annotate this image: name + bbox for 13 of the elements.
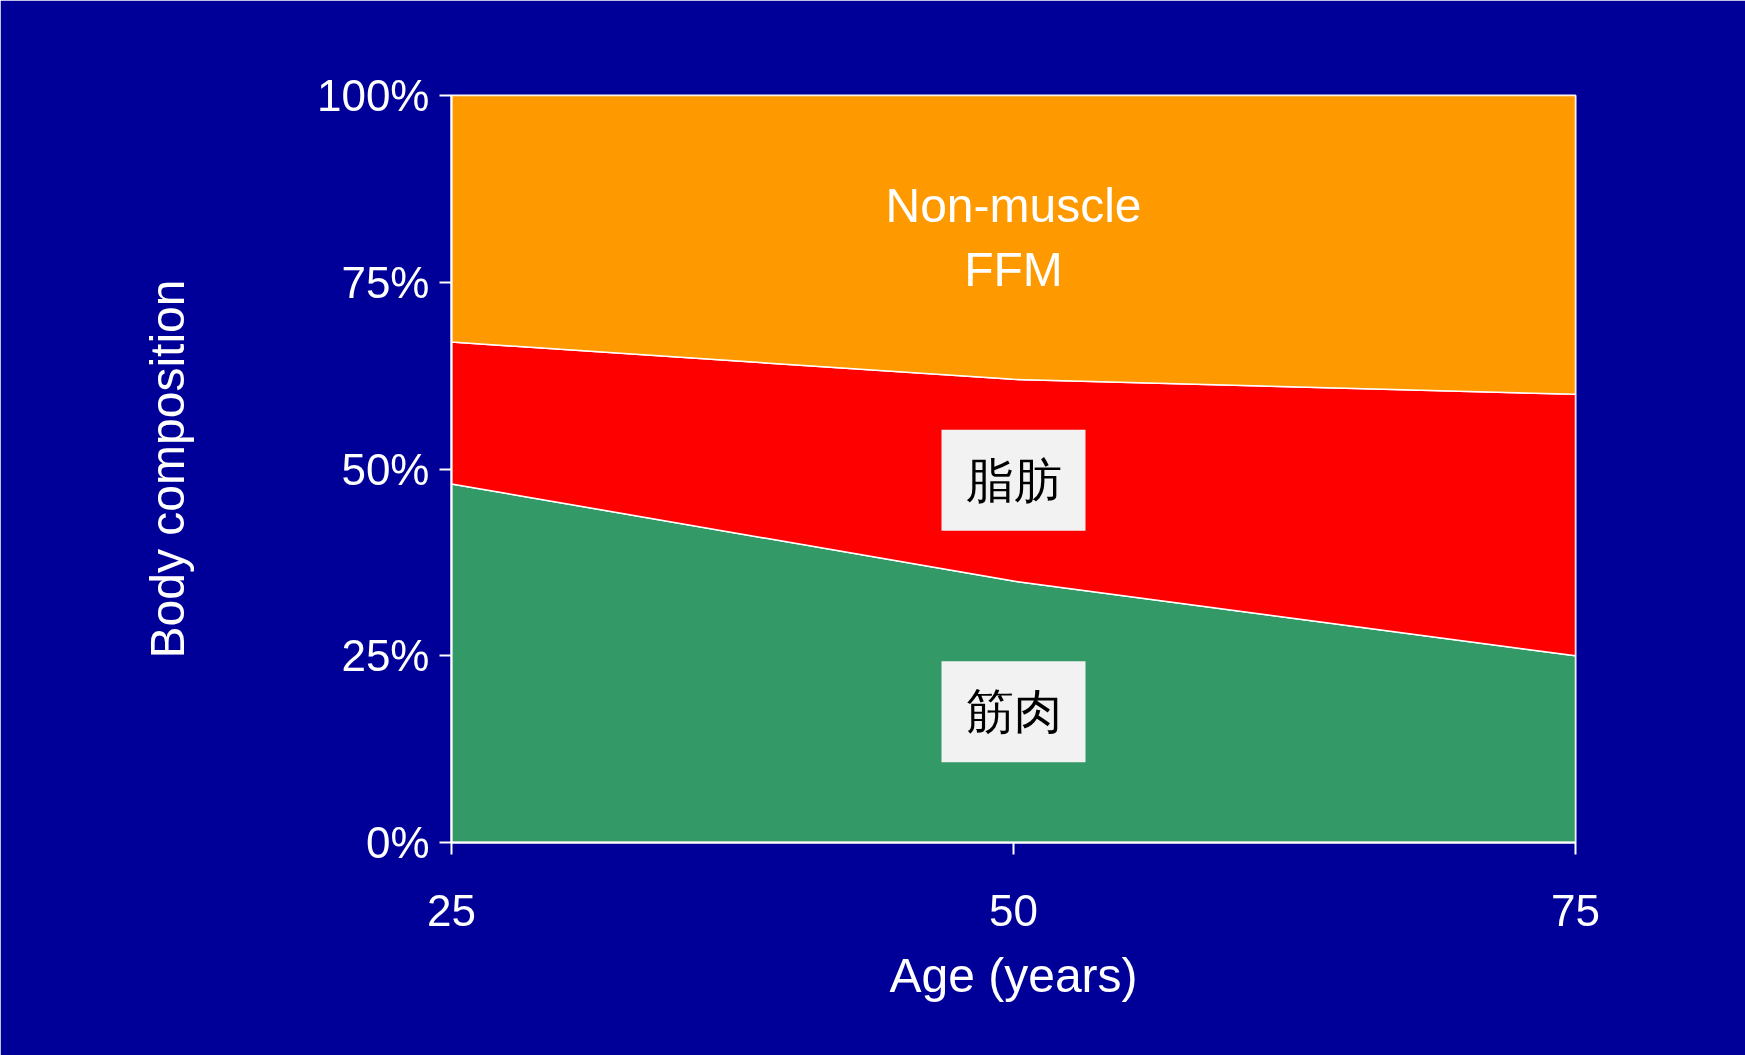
y-tick-label: 100% bbox=[316, 71, 430, 120]
x-tick-label: 25 bbox=[427, 885, 476, 935]
x-tick-label: 50 bbox=[989, 885, 1038, 935]
y-tick-label: 75% bbox=[341, 257, 430, 307]
y-tick-label: 25% bbox=[341, 631, 430, 681]
x-tick-label: 75 bbox=[1551, 885, 1600, 935]
series-label: 筋肉 bbox=[965, 685, 1062, 739]
series-label: 脂肪 bbox=[965, 453, 1062, 507]
series-label: Non-muscle FFM bbox=[885, 179, 1142, 296]
y-axis-title: Body composition bbox=[140, 279, 194, 659]
y-tick-label: 50% bbox=[341, 444, 430, 494]
x-axis-title: Age (years) bbox=[889, 948, 1138, 1002]
y-tick-label: 0% bbox=[365, 818, 430, 867]
